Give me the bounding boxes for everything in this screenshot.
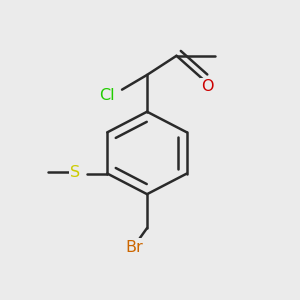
Text: S: S — [70, 165, 80, 180]
Text: Cl: Cl — [100, 88, 115, 103]
Text: Br: Br — [125, 240, 143, 255]
Text: O: O — [201, 79, 214, 94]
